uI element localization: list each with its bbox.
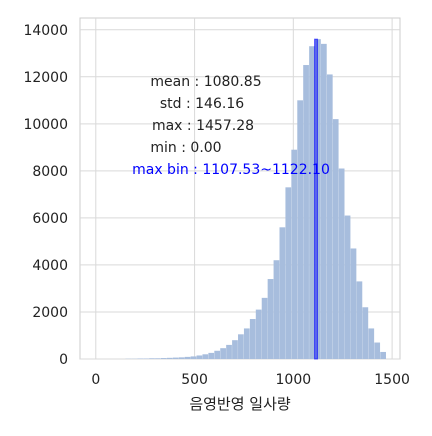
svg-text:max : 1457.28: max : 1457.28 — [152, 118, 254, 134]
y-tick-label: 2000 — [32, 305, 68, 321]
max-bin-highlight — [315, 39, 318, 359]
x-axis-ticks: 0 500 1000 1500 — [91, 372, 410, 388]
x-tick-label: 1500 — [374, 372, 410, 388]
histogram-bar — [274, 260, 280, 359]
y-tick-label: 12000 — [23, 70, 68, 86]
histogram-bar — [173, 358, 179, 359]
histogram-bar — [333, 119, 339, 359]
stat-max-label: max — [152, 118, 183, 134]
y-tick-label: 4000 — [32, 258, 68, 274]
y-tick-label: 6000 — [32, 211, 68, 227]
histogram-bar — [226, 345, 232, 359]
histogram-bar — [197, 355, 203, 359]
histogram-bar — [155, 358, 161, 359]
histogram-bar — [232, 340, 238, 359]
histogram-bar — [167, 358, 173, 359]
histogram-bar — [161, 358, 167, 359]
histogram-bar — [303, 65, 309, 359]
stat-mean-value: 1080.85 — [204, 74, 262, 90]
stat-min-label: min — [150, 140, 176, 156]
stat-std-value: 146.16 — [195, 96, 244, 112]
stat-max-value: 1457.28 — [196, 118, 254, 134]
histogram-bar — [285, 187, 291, 359]
histogram-bar — [244, 328, 250, 359]
stat-min-value: 0.00 — [190, 140, 221, 156]
histogram-bar — [149, 358, 155, 359]
histogram-bar — [327, 74, 333, 359]
svg-text:std : 146.16: std : 146.16 — [160, 96, 244, 112]
histogram-bar — [357, 281, 363, 359]
histogram-bar — [280, 227, 286, 359]
histogram-bar — [262, 298, 268, 359]
histogram-bar — [208, 353, 214, 359]
x-tick-label: 0 — [91, 372, 100, 388]
max-bin-value: 1107.53~1122.10 — [202, 162, 330, 178]
histogram-bar — [268, 279, 274, 359]
histogram-bar — [309, 46, 315, 359]
histogram-bar — [339, 169, 345, 359]
x-axis-label: 음영반영 일사량 — [189, 395, 291, 413]
histogram-bar — [220, 348, 226, 359]
histogram-bar — [214, 351, 220, 359]
svg-text:max bin : 1107.53~1122.10: max bin : 1107.53~1122.10 — [132, 162, 330, 178]
stat-mean-label: mean — [150, 74, 190, 90]
histogram-bar — [351, 248, 357, 359]
histogram-bar — [291, 150, 297, 359]
histogram-bar — [345, 216, 351, 359]
histogram-bar — [256, 310, 262, 359]
max-bin-label: max bin — [132, 162, 189, 178]
histogram-bar — [238, 334, 244, 359]
y-tick-label: 14000 — [23, 23, 68, 39]
histogram-bar — [297, 100, 303, 359]
x-tick-label: 500 — [181, 372, 208, 388]
y-tick-label: 10000 — [23, 117, 68, 133]
histogram-bar — [250, 319, 256, 359]
histogram-bar — [321, 44, 327, 359]
histogram-bar — [380, 352, 386, 359]
svg-text:min : 0.00: min : 0.00 — [150, 140, 221, 156]
histogram-bar — [368, 328, 374, 359]
histogram-bar — [374, 343, 380, 359]
histogram-bar — [179, 357, 185, 359]
svg-text:mean : 1080.85: mean : 1080.85 — [150, 74, 261, 90]
y-axis-ticks: 0 2000 4000 6000 8000 10000 12000 14000 — [23, 23, 68, 368]
histogram-bar — [362, 307, 368, 359]
stat-std-label: std — [160, 96, 182, 112]
y-tick-label: 0 — [59, 352, 68, 368]
histogram-bar — [185, 357, 191, 359]
y-tick-label: 8000 — [32, 164, 68, 180]
x-tick-label: 1000 — [276, 372, 312, 388]
histogram-bar — [191, 356, 197, 359]
histogram-bar — [202, 354, 208, 359]
